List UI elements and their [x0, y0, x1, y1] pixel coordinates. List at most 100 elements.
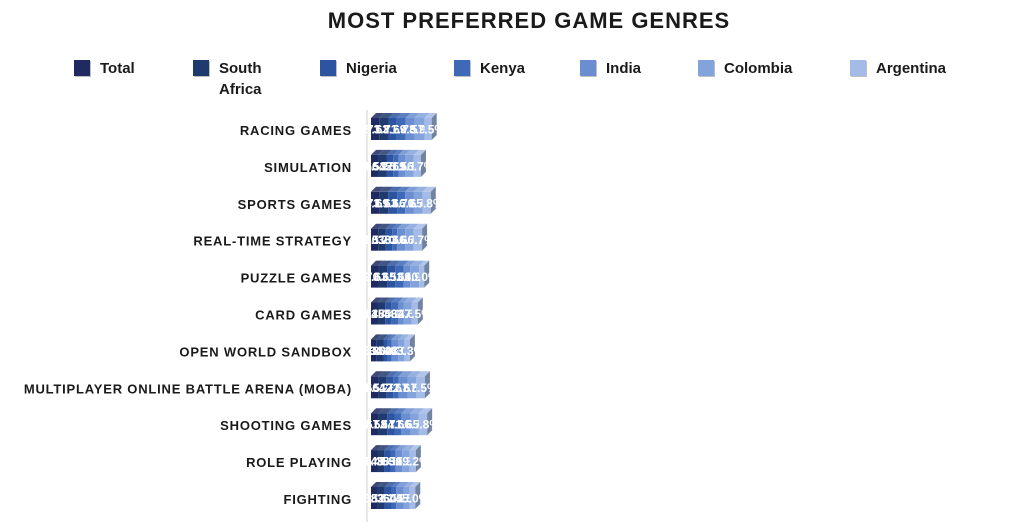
bar-top-face: [378, 149, 392, 155]
bar-segment: [394, 413, 402, 436]
bar-segment: [388, 118, 397, 140]
bar-top-face: [398, 371, 413, 377]
chart-title: MOST PREFERRED GAME GENRES: [327, 8, 731, 33]
category-label: SHOOTING GAMES: [220, 418, 352, 433]
bar-segment: [371, 118, 380, 140]
bar-top-face: [378, 260, 393, 266]
bar-segment: [371, 376, 379, 399]
bar-segment: [377, 450, 385, 473]
bar-segment: [403, 487, 410, 509]
bar-side-face: [415, 445, 421, 473]
bar-top-face: [398, 334, 410, 340]
bar-segment: [387, 339, 392, 362]
bar-segment: [387, 265, 396, 288]
legend-swatch: [454, 60, 470, 76]
bar-top-face: [377, 482, 390, 487]
bar-segment: [371, 265, 379, 288]
bar-segment: [422, 191, 431, 214]
category-label: ROLE PLAYING: [246, 455, 352, 470]
bar-segment: [379, 118, 389, 140]
bar-segment: [393, 376, 399, 399]
bar-segment: [387, 413, 395, 436]
bar-top-face: [371, 186, 385, 192]
bar-side-face: [430, 186, 436, 214]
bar-top-face: [378, 408, 393, 414]
bar-segment: [403, 265, 411, 288]
bar-top-face: [404, 334, 415, 340]
bar-top-face: [419, 260, 430, 266]
bar-segment: [391, 302, 399, 325]
bar-top-face: [371, 445, 383, 451]
data-label: 49.2%: [396, 455, 430, 469]
bar-segment: [396, 118, 406, 140]
bar-segment: [395, 265, 404, 288]
bar-segment: [405, 154, 414, 177]
legend-label: Total: [100, 60, 135, 77]
bar-segment: [414, 118, 425, 140]
bar-top-face: [371, 260, 384, 266]
bar-top-face: [416, 371, 430, 377]
bar-top-face: [413, 186, 428, 192]
bar-segment: [407, 376, 417, 399]
category-label: REAL-TIME STRATEGY: [193, 234, 352, 249]
bar-top-face: [387, 260, 401, 266]
category-label: FIGHTING: [283, 492, 352, 507]
bar-side-face: [409, 334, 415, 362]
bar-top-face: [391, 482, 402, 487]
bar-segment: [398, 339, 405, 362]
bar-segment: [410, 265, 420, 288]
bar-top-face: [386, 371, 399, 377]
bar-top-face: [395, 260, 409, 266]
bar-segment: [376, 339, 384, 362]
bar-top-face: [394, 408, 407, 414]
bar-side-face: [424, 371, 430, 399]
bar-segment: [404, 339, 410, 362]
data-label: 45.0%: [395, 492, 429, 506]
bar-segment: [416, 376, 425, 399]
bar-side-face: [420, 149, 426, 177]
bar-segment: [409, 487, 416, 509]
bar-segment: [371, 450, 378, 473]
bar-top-face: [398, 149, 411, 155]
bar-segment: [383, 339, 388, 362]
bar-top-face: [396, 113, 411, 118]
bar-top-face: [379, 113, 394, 118]
bar-top-face: [391, 297, 404, 303]
bar-top-face: [405, 113, 420, 118]
bar-top-face: [403, 297, 417, 303]
bar-segment: [371, 413, 379, 436]
data-label: 47.5%: [398, 307, 432, 321]
bar-segment: [379, 191, 389, 214]
bar-segment: [371, 487, 378, 509]
bar-segment: [378, 154, 387, 177]
bar-top-face: [376, 334, 389, 340]
bar-segment: [378, 376, 387, 399]
bar-segment: [385, 228, 393, 251]
bar-top-face: [383, 334, 393, 340]
category-label: RACING GAMES: [240, 123, 352, 138]
legend-swatch: [320, 60, 336, 76]
bar-top-face: [385, 297, 397, 303]
data-label: 40.0%: [405, 270, 439, 284]
legend-swatch: [698, 60, 714, 76]
bar-top-face: [410, 260, 425, 266]
bar-segment: [413, 154, 421, 177]
bar-top-face: [390, 445, 401, 451]
bar-top-face: [371, 482, 383, 487]
bar-top-face: [409, 445, 421, 451]
bar-top-face: [377, 297, 391, 303]
bar-segment: [419, 265, 425, 288]
bar-segment: [378, 413, 388, 436]
legend-label: Colombia: [724, 60, 793, 77]
bar-side-face: [424, 260, 430, 288]
bar-segment: [402, 450, 410, 473]
bar-side-face: [427, 408, 433, 436]
legend-label: Kenya: [480, 60, 526, 77]
bar-top-face: [371, 223, 384, 229]
bar-top-face: [379, 186, 394, 192]
bar-segment: [377, 302, 386, 325]
bar-segment: [386, 154, 394, 177]
bar-top-face: [396, 482, 409, 487]
data-label: 66.7%: [401, 233, 435, 247]
bar-segment: [410, 413, 419, 436]
